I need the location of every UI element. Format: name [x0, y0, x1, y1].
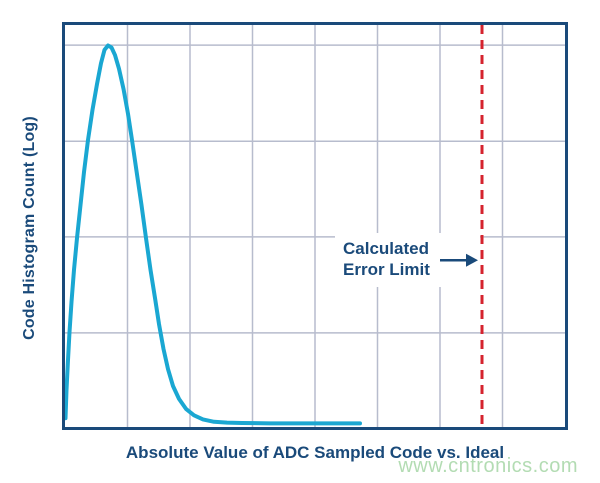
error-limit-annotation: Calculated Error Limit [335, 233, 440, 287]
y-axis-label: Code Histogram Count (Log) [21, 116, 38, 340]
annotation-text-line2: Error Limit [343, 260, 430, 279]
plot-area: Calculated Error Limit [62, 22, 568, 430]
plot-canvas [65, 25, 565, 427]
annotation-text-line1: Calculated [343, 239, 429, 258]
histogram-curve [65, 43, 362, 426]
annotation-arrow-head [466, 253, 478, 267]
x-axis-label: Absolute Value of ADC Sampled Code vs. I… [125, 443, 505, 462]
watermark: www.cntronics.com [398, 455, 578, 477]
